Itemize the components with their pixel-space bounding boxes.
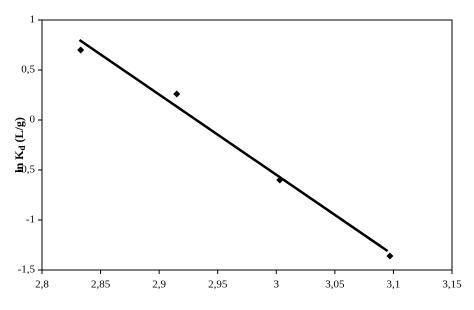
y-tick-label: 1 — [30, 14, 36, 26]
point — [276, 176, 284, 184]
fit-line — [78, 38, 389, 253]
point — [386, 252, 394, 260]
y-label-main: ln K — [12, 150, 26, 173]
point — [173, 90, 181, 98]
x-tick-label: 2,8 — [35, 279, 49, 291]
x-tick-label: 2,95 — [208, 279, 228, 291]
plot-frame — [41, 19, 453, 271]
x-tick-label: 3,15 — [442, 279, 462, 291]
y-label-sub: d — [17, 145, 27, 150]
x-tick-label: 3 — [274, 279, 280, 291]
x-tick-label: 2,9 — [152, 279, 166, 291]
x-tick-label: 3,1 — [387, 279, 401, 291]
point — [77, 46, 85, 54]
y-tick-label: 0,5 — [21, 64, 35, 76]
y-tick-label: -1,5 — [18, 264, 36, 276]
y-label-unit: (L/g) — [12, 117, 26, 142]
x-tick-label: 2,85 — [91, 279, 111, 291]
y-tick-label: -0,5 — [18, 164, 36, 176]
y-tick-label: 0 — [30, 114, 36, 126]
y-axis-label: ln Kd (L/g) — [12, 117, 27, 173]
x-tick-label: 3,05 — [325, 279, 345, 291]
y-tick-label: -1 — [26, 214, 35, 226]
